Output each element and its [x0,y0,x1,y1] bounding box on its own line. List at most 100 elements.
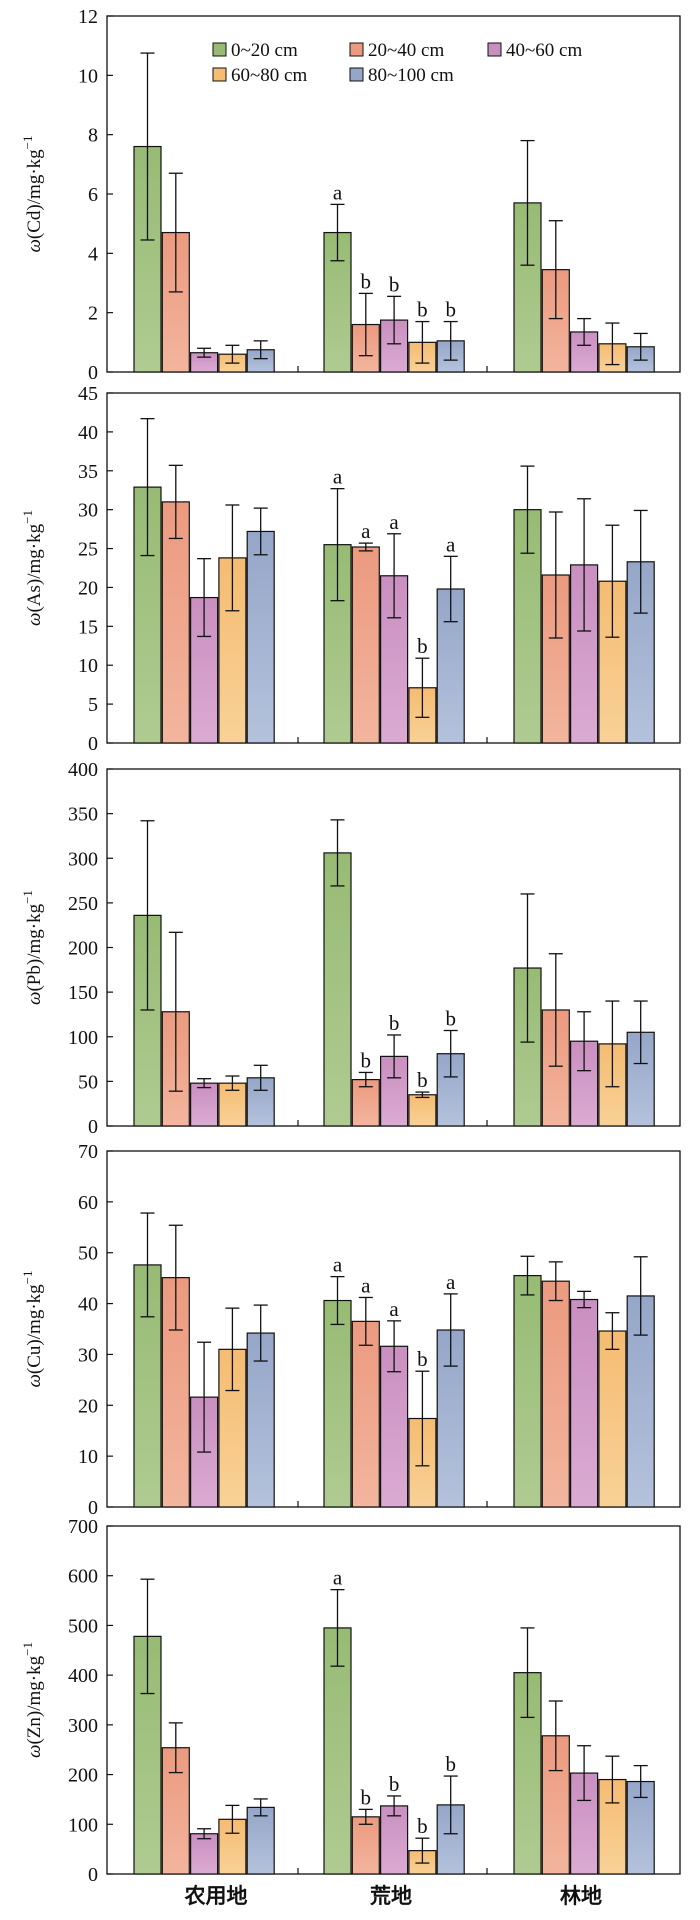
bar [246,530,275,744]
y-tick-label: 200 [68,1765,98,1787]
y-tick-label: 400 [68,1665,98,1687]
y-tick-label: 700 [68,1516,98,1538]
significance-label: a [333,180,343,204]
x-category-label: 农用地 [184,1884,248,1908]
panel-pb: 050100150200250300350400ω(Pb)/mg·kg−1bbb… [20,759,681,1138]
y-tick-label: 100 [68,1814,98,1836]
bar [351,1816,380,1875]
legend-label: 0~20 cm [231,40,298,61]
y-tick-label: 30 [78,1344,98,1366]
y-axis-label: ω(Cu)/mg·kg−1 [20,1271,45,1388]
bar [513,509,542,744]
y-tick-label: 300 [68,848,98,870]
y-tick-label: 40 [78,422,98,444]
significance-label: a [446,532,456,556]
y-tick-label: 0 [88,1116,98,1138]
legend-swatch [212,42,227,57]
legend: 0~20 cm 20~40 cm 40~60 cm 60~80 cm 80~100 cm [212,40,582,86]
y-tick-label: 400 [68,759,98,781]
legend-label: 40~60 cm [506,40,582,61]
bar [190,1833,219,1875]
bar [323,852,352,1127]
legend-label: 60~80 cm [231,65,307,86]
significance-label: a [389,1297,399,1321]
bar [380,1345,409,1508]
legend-swatch [212,67,227,82]
y-tick-label: 8 [88,125,98,147]
bar [408,1094,437,1127]
y-tick-label: 35 [78,461,98,483]
significance-label: a [446,1270,456,1294]
y-tick-label: 300 [68,1715,98,1737]
significance-label: b [389,1772,400,1796]
bar [161,501,190,744]
y-tick-label: 500 [68,1615,98,1637]
y-tick-label: 600 [68,1566,98,1588]
y-tick-label: 40 [78,1294,98,1316]
y-tick-label: 0 [88,362,98,384]
y-tick-label: 20 [78,577,98,599]
y-tick-label: 2 [88,303,98,325]
significance-label: b [445,298,456,322]
y-tick-label: 5 [88,694,98,716]
significance-label: b [445,1007,456,1031]
bar [436,1804,465,1875]
significance-label: b [389,272,400,296]
significance-label: b [389,1011,400,1035]
significance-label: b [417,298,428,322]
bar [351,546,380,744]
bar [569,1298,599,1508]
y-tick-label: 25 [78,539,98,561]
y-tick-label: 60 [78,1192,98,1214]
significance-label: b [361,269,372,293]
significance-label: b [417,1068,428,1092]
significance-label: a [361,519,371,543]
bar [246,1806,275,1875]
legend-swatch [487,42,502,57]
y-tick-label: 200 [68,938,98,960]
bar [541,1280,570,1508]
y-tick-label: 45 [78,383,98,405]
y-tick-label: 50 [78,1071,98,1093]
y-axis-label: ω(Cd)/mg·kg−1 [20,136,45,253]
y-tick-label: 0 [88,733,98,755]
significance-label: b [417,634,428,658]
y-tick-label: 100 [68,1027,98,1049]
significance-label: a [389,510,399,534]
y-tick-label: 0 [88,1497,98,1519]
y-tick-label: 70 [78,1141,98,1163]
bar [569,564,599,744]
y-tick-label: 150 [68,982,98,1004]
significance-label: b [361,1048,372,1072]
y-tick-label: 15 [78,616,98,638]
y-tick-label: 350 [68,804,98,826]
legend-swatch [349,42,364,57]
y-tick-label: 50 [78,1243,98,1265]
y-tick-label: 0 [88,1864,98,1886]
bar [190,1082,219,1127]
significance-label: b [417,1347,428,1371]
bar [380,1805,409,1875]
significance-label: b [361,1785,372,1809]
y-axis-label: ω(Zn)/mg·kg−1 [20,1642,45,1758]
significance-label: b [445,1752,456,1776]
y-axis-label: ω(Pb)/mg·kg−1 [20,890,45,1005]
significance-label: b [417,1814,428,1838]
legend-label: 20~40 cm [368,40,444,61]
y-tick-label: 4 [88,243,98,265]
y-axis-label: ω(As)/mg·kg−1 [20,510,45,626]
bar [598,1330,627,1508]
y-tick-label: 10 [78,1446,98,1468]
legend-label: 80~100 cm [368,65,454,86]
y-tick-label: 10 [78,655,98,677]
bar [323,1299,352,1508]
y-tick-label: 20 [78,1395,98,1417]
significance-label: a [333,1566,343,1590]
x-category-label: 林地 [560,1884,602,1908]
x-category-label: 荒地 [370,1884,412,1908]
